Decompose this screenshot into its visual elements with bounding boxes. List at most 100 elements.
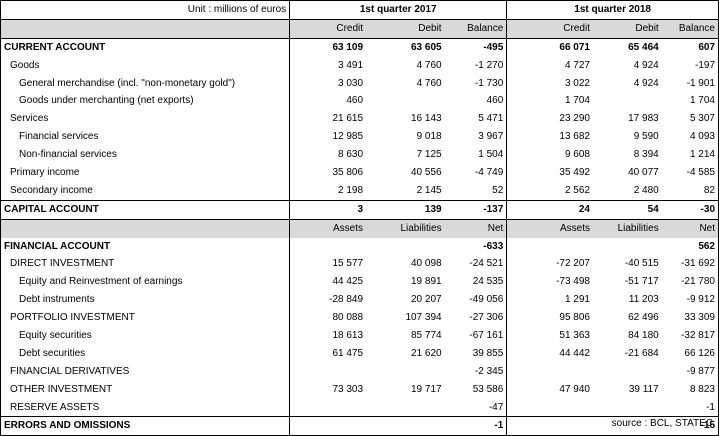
row-label: Services — [10, 113, 49, 125]
value-cell: 562 — [698, 240, 715, 252]
column-header: Balance — [444, 19, 507, 39]
row-label: CAPITAL ACCOUNT — [0, 199, 290, 220]
value-cell: 52 — [492, 184, 504, 196]
row-label: Goods under merchanting (net exports) — [19, 95, 194, 107]
row-label: Non-financial services — [19, 149, 117, 161]
value-cell: 39 117 — [628, 383, 659, 395]
value-cell: 53 586 — [472, 383, 504, 395]
value-cell — [289, 398, 367, 417]
value-cell: -67 161 — [469, 329, 504, 341]
value-cell: -72 207 — [506, 255, 593, 274]
row-label: CURRENT ACCOUNT — [0, 37, 290, 57]
value-cell: -197 — [694, 59, 715, 71]
value-cell: -4 585 — [686, 166, 715, 178]
value-cell: -47 — [488, 401, 504, 413]
value-cell: 1 291 — [506, 291, 593, 310]
value-cell: -31 692 — [681, 258, 715, 270]
table-row-secondary-income: Secondary income 2 198 2 145 52 2 562 2 480 82 — [1, 181, 719, 201]
value-cell: 4 924 — [633, 59, 659, 71]
table-row-financial-account: FINANCIAL ACCOUNT -633 562 — [1, 237, 719, 256]
value-cell — [289, 362, 367, 381]
value-cell: 21 620 — [411, 347, 442, 359]
row-label: Equity and Reinvestment of earnings — [19, 276, 183, 288]
value-cell: -1 730 — [474, 77, 504, 89]
value-cell: -1 — [444, 416, 507, 436]
value-cell: -40 515 — [624, 258, 659, 270]
header-blank-cell — [0, 19, 290, 39]
value-cell — [366, 363, 445, 381]
value-cell: 5 307 — [689, 113, 715, 125]
row-label: RESERVE ASSETS — [10, 401, 100, 413]
value-cell: 8 823 — [689, 383, 715, 395]
table-row-debt-instruments: Debt instruments -28 849 20 207 -49 056 1 29… — [1, 291, 719, 310]
value-cell: 4 093 — [689, 131, 715, 143]
value-cell: -1 270 — [474, 59, 504, 71]
row-label: Financial services — [19, 131, 99, 143]
value-cell: 47 940 — [506, 380, 593, 399]
value-cell: 54 — [592, 199, 662, 220]
value-cell: 65 464 — [592, 37, 662, 57]
value-cell: -2 345 — [474, 365, 504, 377]
value-cell: 62 496 — [628, 312, 659, 324]
value-cell: 2 145 — [416, 184, 442, 196]
table-row-financial-services: Financial services 12 985 9 018 3 967 13 682… — [1, 128, 719, 147]
column-header: Debit — [366, 19, 445, 39]
value-cell: 5 471 — [478, 113, 504, 125]
value-cell: 8 630 — [289, 146, 367, 165]
column-header: Credit — [289, 19, 367, 39]
source-note: source : BCL, STATEC — [611, 418, 713, 429]
table-row-primary-income: Primary income 35 806 40 556 -4 749 35 492 40… — [1, 164, 719, 182]
value-cell: -21 780 — [681, 276, 715, 288]
value-cell — [366, 399, 445, 417]
value-cell: 16 143 — [411, 113, 442, 125]
value-cell: -9 912 — [686, 294, 715, 306]
value-cell: 4 760 — [416, 77, 442, 89]
value-cell: 3 030 — [289, 74, 367, 93]
table-row-general-merchandise-incl-non-monetary-gold: General merchandise (incl. "non-monetary… — [1, 74, 719, 93]
value-cell: 8 394 — [633, 149, 659, 161]
value-cell: 33 309 — [684, 312, 715, 324]
row-label: Debt securities — [19, 347, 86, 359]
value-cell: 40 098 — [411, 258, 442, 270]
row-label: Equity securities — [19, 329, 92, 341]
row-label: PORTFOLIO INVESTMENT — [10, 312, 135, 324]
column-header: Balance — [661, 19, 719, 39]
value-cell: 95 806 — [506, 309, 593, 328]
table-row-goods: Goods 3 491 4 760 -1 270 4 727 4 924 -197 — [1, 56, 719, 75]
value-cell: 82 — [703, 184, 715, 196]
value-cell: -1 — [706, 401, 715, 413]
value-cell — [506, 416, 593, 436]
value-cell — [506, 398, 593, 417]
value-cell: -32 817 — [681, 329, 715, 341]
value-cell: 35 492 — [506, 164, 593, 182]
value-cell — [506, 362, 593, 381]
value-cell: 85 774 — [411, 329, 442, 341]
column-header: Credit — [506, 19, 593, 39]
value-cell: 66 071 — [506, 37, 593, 57]
value-cell: 24 535 — [472, 276, 504, 288]
value-cell: -28 849 — [289, 291, 367, 310]
value-cell: 21 615 — [289, 110, 367, 129]
value-cell: -51 717 — [624, 276, 659, 288]
value-cell: 73 303 — [289, 380, 367, 399]
value-cell: 1 704 — [506, 92, 593, 111]
value-cell: -27 306 — [469, 312, 504, 324]
value-cell: 61 475 — [289, 344, 367, 363]
value-cell: 139 — [366, 199, 445, 220]
value-cell: 63 605 — [366, 37, 445, 57]
value-cell — [593, 92, 662, 110]
value-cell: -137 — [444, 199, 507, 220]
value-cell: 24 — [506, 199, 593, 220]
period-2018-header: 1st quarter 2018 — [506, 0, 719, 20]
value-cell: 3 022 — [506, 74, 593, 93]
value-cell: 18 613 — [289, 327, 367, 345]
table-row-reserve-assets: RESERVE ASSETS -47 -1 — [1, 398, 719, 417]
value-cell: 3 — [289, 199, 367, 220]
table-row-financial-derivatives: FINANCIAL DERIVATIVES -2 345 -9 877 — [1, 362, 719, 381]
value-cell: -24 521 — [469, 258, 504, 270]
value-cell: 3 967 — [478, 131, 504, 143]
column-header: Liabilities — [366, 218, 445, 238]
value-cell: 15 577 — [289, 255, 367, 274]
value-cell — [366, 92, 445, 110]
table-row-non-financial-services: Non-financial services 8 630 7 125 1 504 9 6… — [1, 146, 719, 165]
